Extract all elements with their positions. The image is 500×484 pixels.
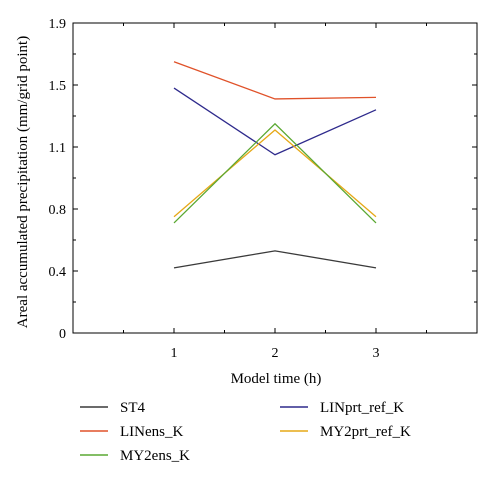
y-axis: 0 0.4 0.8 1.1 1.5 1.9 (49, 17, 477, 342)
series-line-linens-k (173, 61, 377, 100)
y-tick-label: 1.5 (49, 79, 67, 94)
x-axis: 1 2 3 (123, 23, 427, 361)
y-tick-label: 0.8 (49, 203, 67, 218)
series-line-my2prt-ref-k (173, 129, 377, 218)
series-line-st4 (173, 250, 377, 269)
legend-label-st4: ST4 (120, 400, 146, 416)
plot-frame (72, 22, 478, 334)
legend-label-linprt-ref-k: LINprt_ref_K (320, 400, 404, 416)
legend-label-linens-k: LINens_K (120, 424, 183, 440)
legend-label-my2ens-k: MY2ens_K (120, 448, 190, 464)
y-tick-label: 0 (59, 327, 66, 342)
y-axis-title: Areal accumulated precipitation (mm/grid… (15, 36, 31, 328)
series-line-my2ens-k (173, 122, 377, 224)
legend-label-my2prt-ref-k: MY2prt_ref_K (320, 424, 411, 440)
x-tick-label: 2 (272, 346, 279, 361)
series-line-linprt-ref-k (173, 87, 377, 156)
series-layer (173, 61, 377, 269)
legend: ST4 LINens_K MY2ens_K LINprt_ref_K MY2prt_re… (80, 400, 411, 464)
y-tick-label: 0.4 (49, 265, 67, 280)
x-tick-label: 3 (373, 346, 380, 361)
y-tick-label: 1.9 (49, 17, 67, 32)
plot-border (72, 22, 478, 334)
x-tick-label: 1 (171, 346, 178, 361)
y-tick-label: 1.1 (49, 141, 67, 156)
x-axis-title: Model time (h) (231, 371, 322, 387)
